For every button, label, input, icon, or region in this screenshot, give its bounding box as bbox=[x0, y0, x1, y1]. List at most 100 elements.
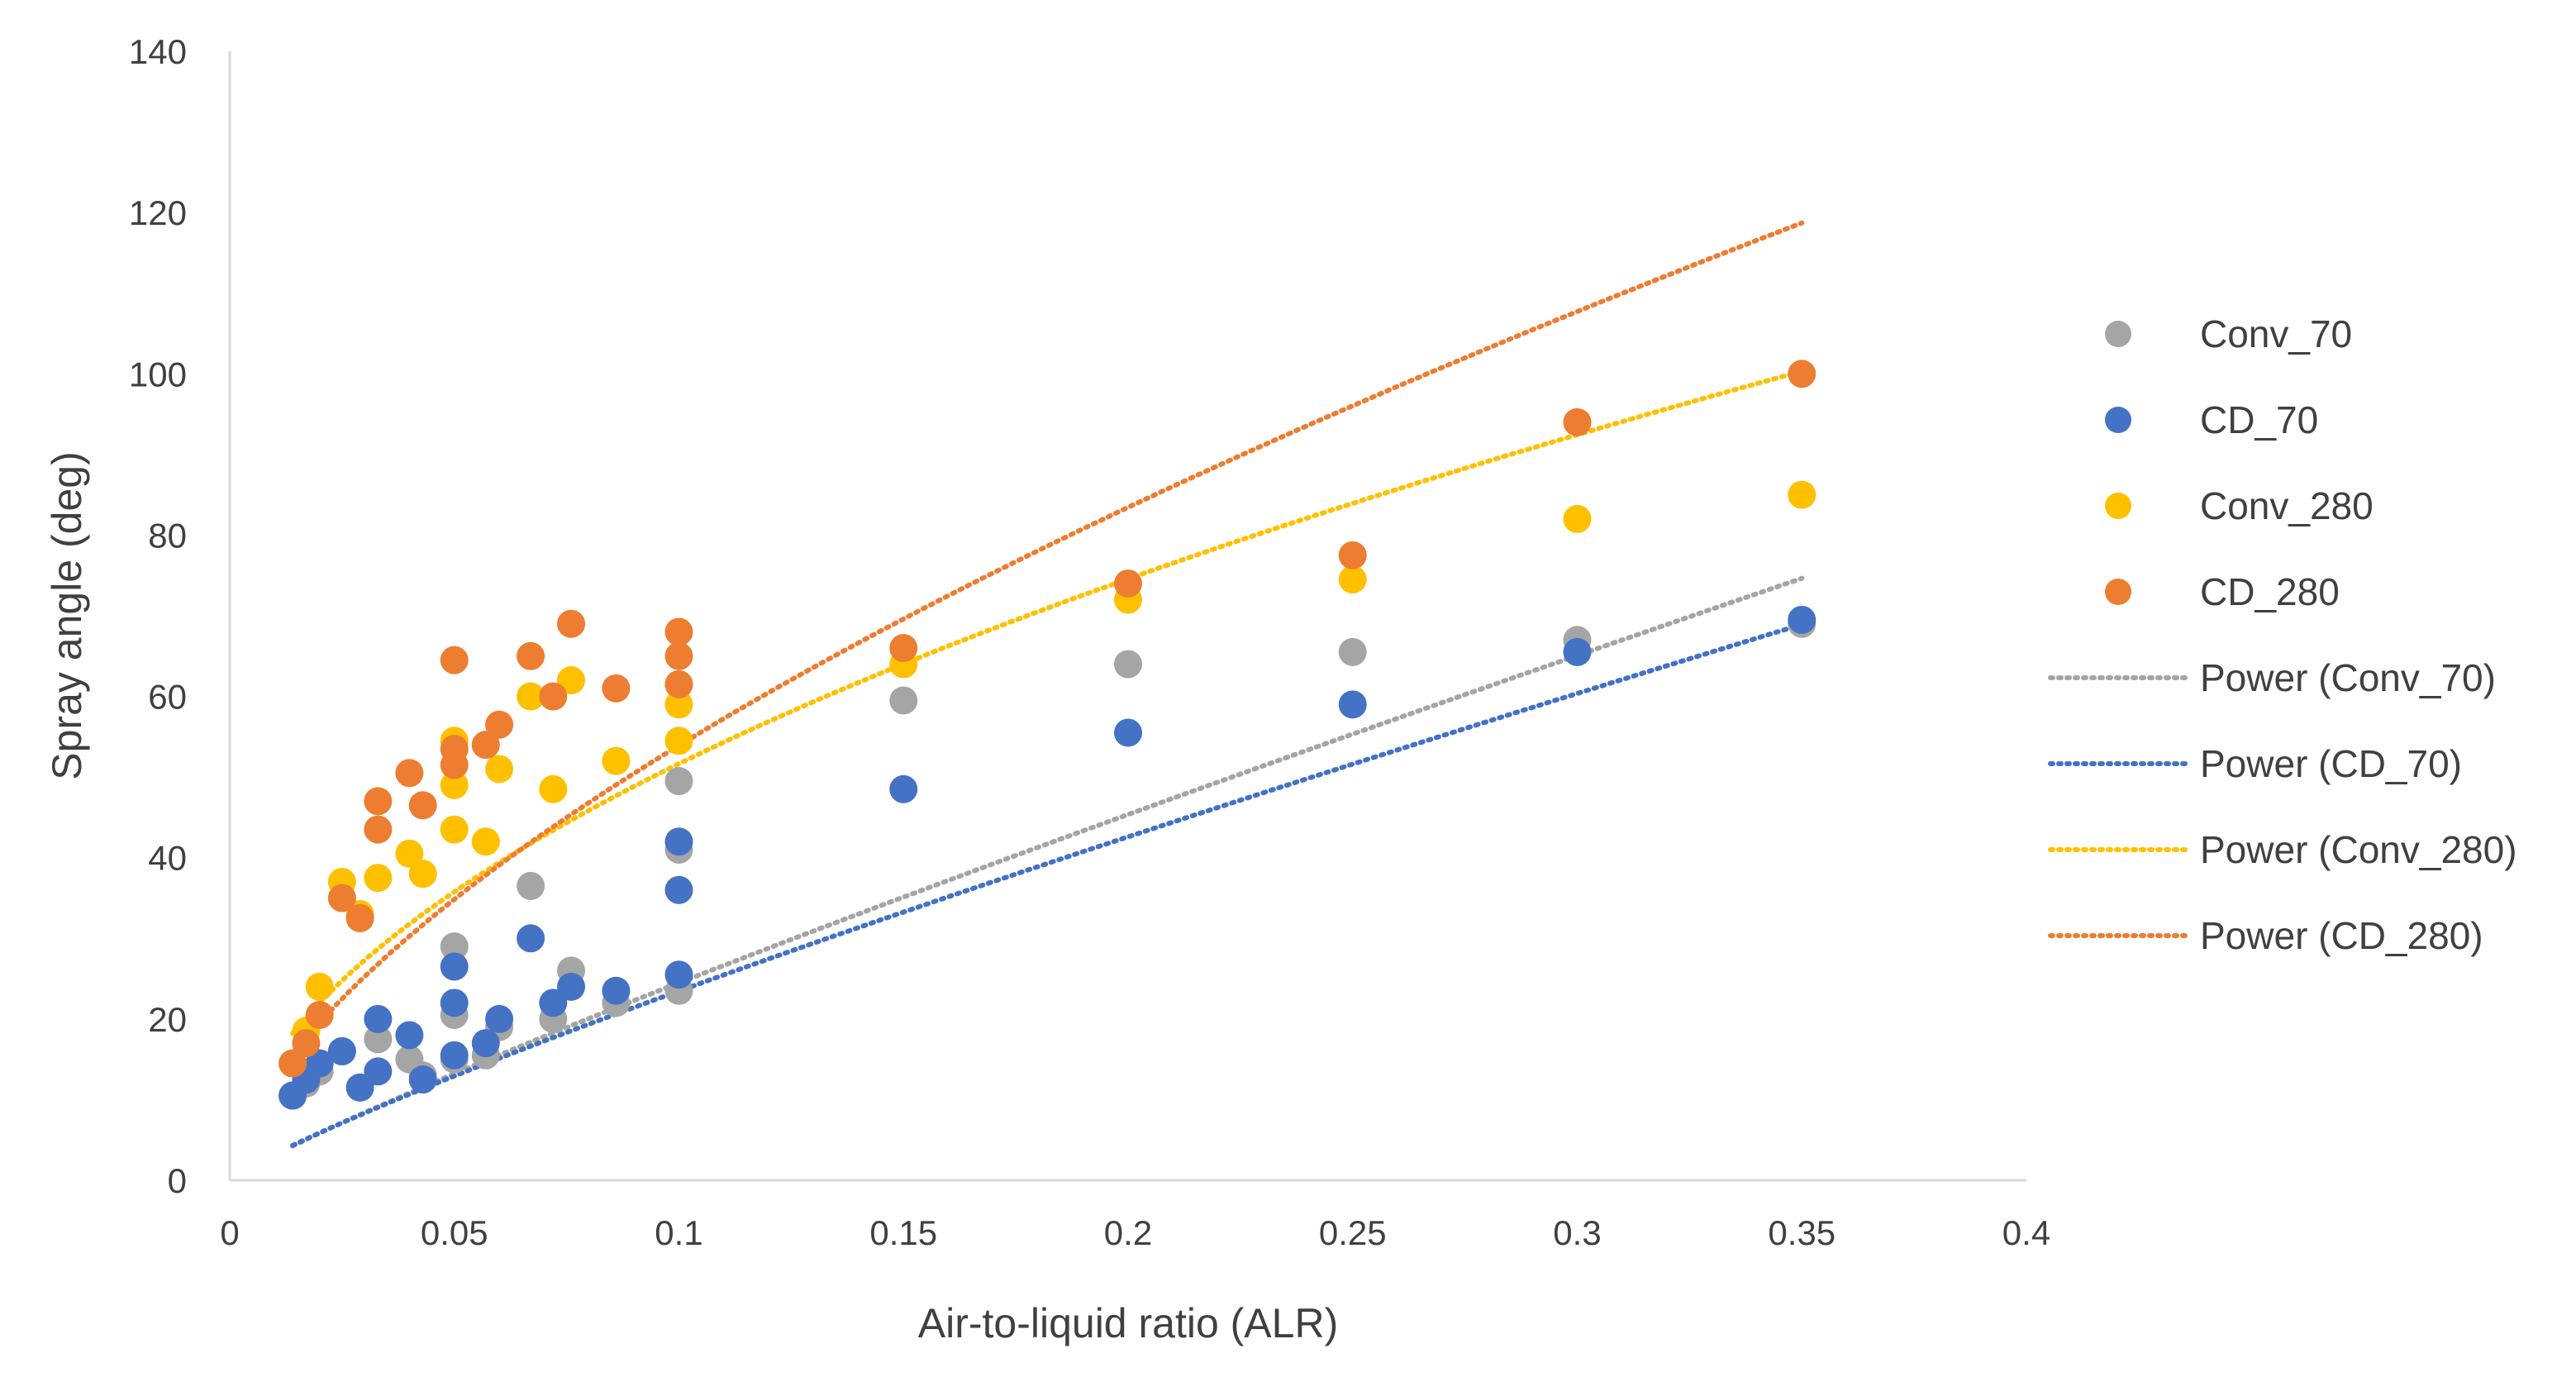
data-point bbox=[664, 690, 693, 719]
data-point bbox=[664, 617, 693, 646]
legend-label: Power (Conv_70) bbox=[2200, 656, 2496, 699]
data-point bbox=[292, 1029, 321, 1058]
data-point bbox=[557, 972, 586, 1001]
legend-label: CD_70 bbox=[2200, 398, 2318, 441]
legend-marker bbox=[2105, 579, 2131, 605]
data-point bbox=[440, 952, 469, 981]
y-axis-title: Spray angle (deg) bbox=[44, 451, 90, 779]
legend-label: CD_280 bbox=[2200, 570, 2340, 613]
x-tick-label: 0.15 bbox=[869, 1213, 937, 1252]
data-point bbox=[557, 609, 586, 638]
data-point bbox=[440, 989, 469, 1017]
data-point bbox=[517, 871, 545, 900]
data-point bbox=[440, 750, 469, 779]
data-point bbox=[889, 774, 918, 803]
data-point bbox=[485, 710, 514, 739]
data-point bbox=[1338, 637, 1367, 666]
x-tick-label: 0.25 bbox=[1319, 1213, 1387, 1252]
data-point bbox=[1114, 718, 1142, 747]
x-axis-title: Air-to-liquid ratio (ALR) bbox=[918, 1300, 1338, 1346]
data-point bbox=[408, 791, 437, 820]
data-point bbox=[557, 666, 586, 695]
y-tick-label: 120 bbox=[129, 193, 187, 232]
data-point bbox=[471, 1029, 500, 1058]
trendline bbox=[290, 575, 1805, 1149]
data-point bbox=[471, 731, 500, 760]
data-point bbox=[345, 903, 374, 932]
data-point bbox=[395, 839, 424, 868]
x-tick-label: 0.2 bbox=[1104, 1213, 1152, 1252]
data-point bbox=[889, 686, 918, 715]
legend-marker bbox=[2105, 321, 2131, 347]
trendline bbox=[290, 622, 1805, 1148]
tick-labels: 0 0.05 0.1 0.15 0.2 0.25 0.3 0.35 0.4 0 20 40 60 80 10… bbox=[129, 32, 2050, 1252]
data-point bbox=[1563, 407, 1592, 436]
data-point bbox=[327, 1036, 356, 1065]
y-tick-label: 60 bbox=[148, 678, 187, 717]
data-point bbox=[664, 641, 693, 670]
data-point bbox=[1563, 504, 1592, 533]
data-point bbox=[395, 759, 424, 788]
data-point bbox=[664, 875, 693, 904]
data-point bbox=[1788, 480, 1817, 509]
data-point bbox=[364, 864, 393, 893]
trendline bbox=[290, 369, 1805, 1036]
trendlines bbox=[290, 220, 1805, 1149]
data-point bbox=[1788, 360, 1817, 388]
legend-label: Power (Conv_280) bbox=[2200, 828, 2517, 871]
data-point bbox=[345, 1073, 374, 1102]
data-point bbox=[408, 860, 437, 889]
x-tick-label: 0.1 bbox=[655, 1213, 702, 1252]
data-point bbox=[305, 1000, 334, 1029]
legend-label: Power (CD_70) bbox=[2200, 742, 2462, 785]
trendline bbox=[290, 220, 1805, 1057]
data-point bbox=[664, 669, 693, 698]
data-point bbox=[364, 1057, 393, 1086]
y-tick-label: 80 bbox=[148, 516, 187, 555]
data-point bbox=[602, 746, 631, 775]
legend-label: Conv_70 bbox=[2200, 312, 2352, 355]
data-point bbox=[664, 960, 693, 989]
data-point bbox=[279, 1049, 307, 1078]
y-tick-label: 20 bbox=[148, 1000, 187, 1039]
y-tick-label: 40 bbox=[148, 839, 187, 878]
data-point bbox=[395, 1021, 424, 1050]
legend-label: Conv_280 bbox=[2200, 484, 2374, 527]
data-point bbox=[664, 727, 693, 755]
data-point bbox=[305, 1049, 334, 1078]
data-point bbox=[539, 989, 568, 1017]
x-tick-label: 0.05 bbox=[421, 1213, 488, 1252]
data-point bbox=[1114, 569, 1142, 598]
axes bbox=[228, 51, 2026, 1182]
data-point bbox=[517, 924, 545, 953]
x-tick-label: 0.4 bbox=[2002, 1213, 2050, 1252]
data-point bbox=[305, 972, 334, 1001]
data-point bbox=[889, 634, 918, 663]
data-point bbox=[517, 641, 545, 670]
x-tick-label: 0 bbox=[220, 1213, 239, 1252]
data-point bbox=[602, 674, 631, 703]
data-point bbox=[364, 815, 393, 844]
legend-label: Power (CD_280) bbox=[2200, 914, 2483, 957]
data-point bbox=[440, 770, 469, 799]
y-tick-label: 100 bbox=[129, 355, 187, 393]
data-point bbox=[1114, 650, 1142, 679]
legend: Conv_70 CD_70 Conv_280 CD_280 Power (Conv_70… bbox=[2048, 312, 2517, 957]
data-point bbox=[327, 884, 356, 912]
data-point bbox=[364, 1025, 393, 1054]
data-point bbox=[485, 755, 514, 784]
data-point bbox=[408, 1065, 437, 1094]
data-point bbox=[440, 1041, 469, 1070]
x-tick-label: 0.3 bbox=[1553, 1213, 1601, 1252]
legend-marker bbox=[2105, 407, 2131, 433]
data-point bbox=[440, 646, 469, 674]
data-point bbox=[664, 827, 693, 856]
data-point bbox=[539, 774, 568, 803]
data-point bbox=[602, 976, 631, 1005]
data-point bbox=[485, 1004, 514, 1033]
data-point bbox=[664, 767, 693, 796]
data-point bbox=[471, 827, 500, 856]
data-point bbox=[539, 682, 568, 711]
y-tick-label: 0 bbox=[168, 1161, 187, 1200]
